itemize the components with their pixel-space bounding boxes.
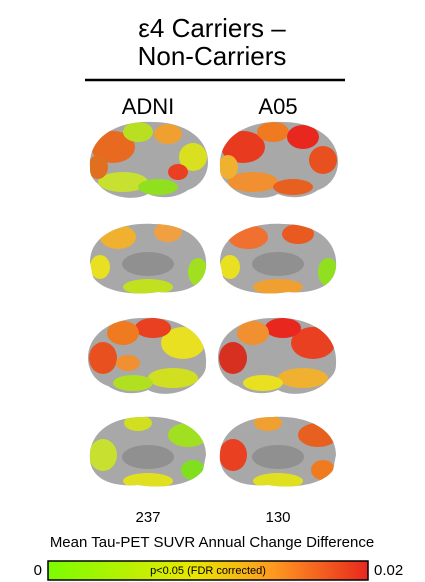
- brain-lateral: [88, 318, 206, 394]
- colorbar-max: 0.02: [374, 562, 403, 579]
- brain-lateral: [218, 122, 338, 198]
- count: 130: [265, 509, 290, 526]
- count: 237: [135, 509, 160, 526]
- page: ε4 Carriers – Non-Carriers ADNI A05: [0, 0, 425, 582]
- column-header: ADNI: [122, 94, 175, 119]
- brain-medial: [219, 415, 338, 489]
- colorbar-label: Mean Tau-PET SUVR Annual Change Differen…: [50, 534, 374, 551]
- brain-medial: [90, 222, 208, 295]
- colorbar-note: p<0.05 (FDR corrected): [150, 565, 266, 577]
- figure: ε4 Carriers – Non-Carriers ADNI A05: [0, 0, 425, 582]
- brain-lateral: [218, 318, 336, 394]
- title-line: ε4 Carriers –: [138, 13, 286, 43]
- brain-medial: [220, 224, 338, 295]
- column-header: A05: [258, 94, 297, 119]
- title-line: Non-Carriers: [138, 41, 287, 71]
- colorbar-min: 0: [34, 562, 42, 579]
- brain-medial: [89, 415, 208, 489]
- brain-lateral: [88, 122, 208, 198]
